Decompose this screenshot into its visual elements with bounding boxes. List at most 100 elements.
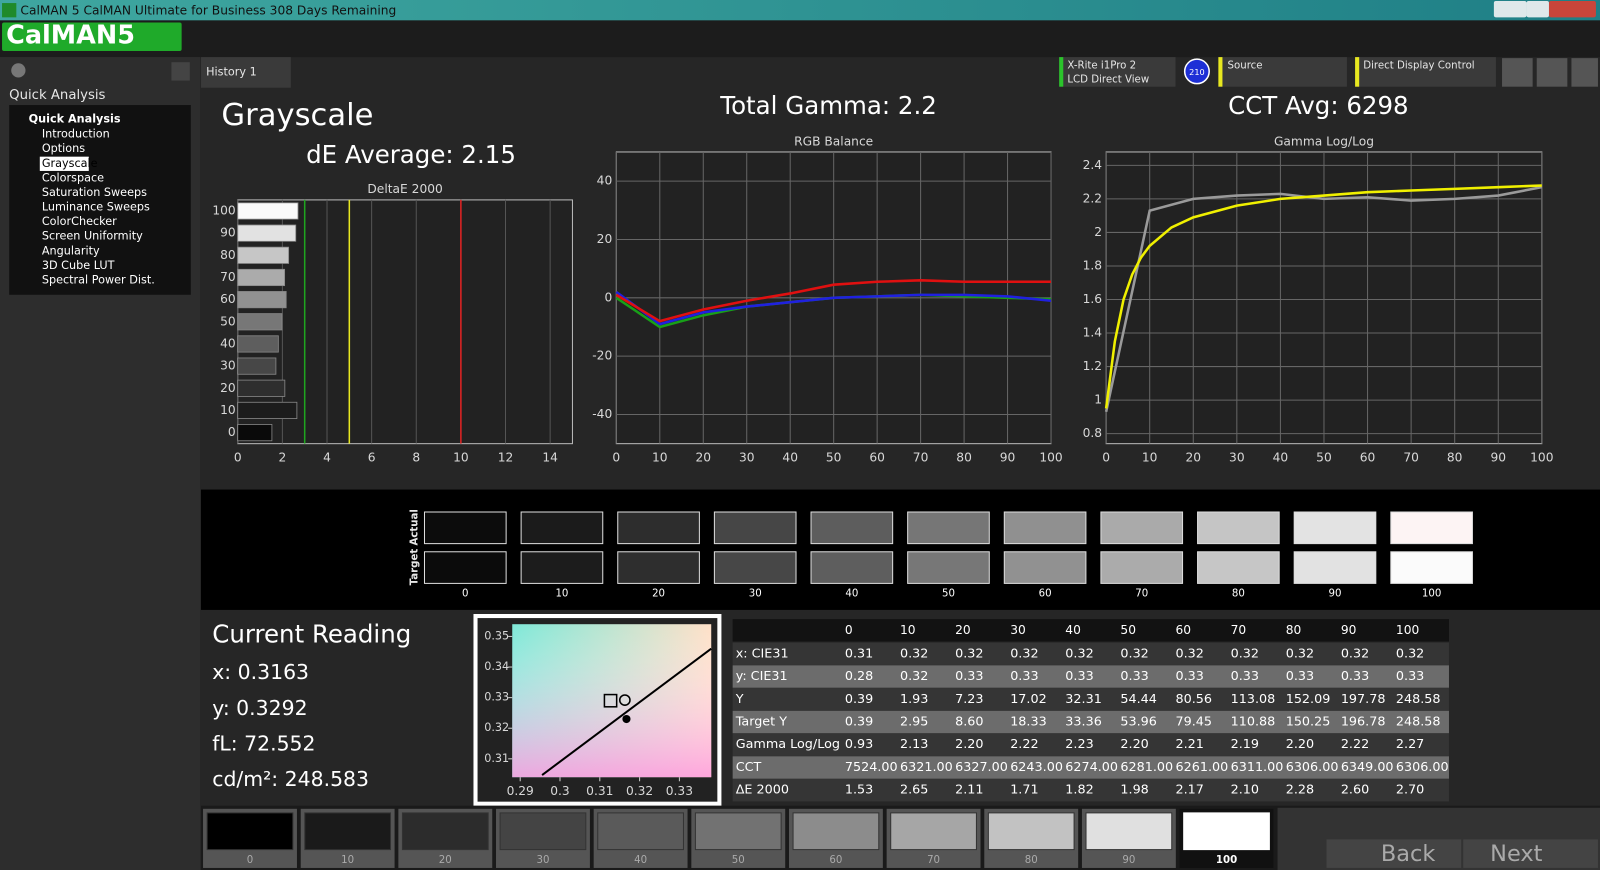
y-tick-label: 1.2 [1083, 359, 1102, 373]
table-cell: 6306.00 [1286, 760, 1339, 775]
table-cell: 53.96 [1120, 715, 1157, 730]
sidebar-item[interactable]: Introduction [42, 128, 110, 141]
y-tick-label: 80 [220, 248, 236, 262]
meter-badge[interactable] [1183, 58, 1210, 85]
target-swatch [617, 551, 700, 584]
bar [237, 335, 279, 353]
swatch-label: 100 [1422, 589, 1441, 600]
table-cell: 33.36 [1065, 715, 1102, 730]
table-cell: 0.32 [1065, 646, 1093, 661]
meter-dropdown[interactable] [1059, 57, 1176, 87]
x-tick-label: 0.31 [586, 784, 613, 798]
sidebar-item[interactable]: Colorspace [42, 171, 104, 184]
sidebar-item[interactable]: Angularity [42, 244, 100, 257]
table-cell: 2.21 [1176, 737, 1204, 752]
patch-label[interactable]: 60 [829, 855, 842, 866]
de-average: dE Average: 2.15 [306, 140, 516, 169]
y-tick-label: 0.31 [484, 752, 509, 765]
tab-label[interactable]: History 1 [206, 65, 257, 78]
patch-label[interactable]: 90 [1122, 855, 1135, 866]
x-tick-label: 10 [1142, 450, 1158, 464]
actual-swatch [520, 511, 604, 545]
target-swatch [1197, 551, 1280, 584]
reading-line: cd/m²: 248.583 [212, 767, 369, 791]
page-title: Grayscale [221, 98, 373, 133]
chart-title: Gamma Log/Log [1274, 134, 1374, 148]
minimize-button[interactable] [1493, 1, 1527, 18]
sidebar-item[interactable]: Grayscale [42, 157, 98, 170]
patch-label[interactable]: 70 [927, 855, 940, 866]
table-row [732, 710, 1449, 734]
y-tick-label: 30 [220, 359, 236, 373]
patch-label[interactable]: 80 [1025, 855, 1038, 866]
app-icon [2, 3, 17, 18]
title-bar [0, 0, 1600, 21]
x-tick-label: 40 [782, 450, 798, 464]
patch-color [597, 812, 684, 851]
table-cell: 6281.00 [1120, 760, 1173, 775]
logo[interactable] [2, 22, 182, 51]
table-column-header: 100 [1396, 623, 1419, 637]
actual-swatch [713, 511, 797, 545]
help-button[interactable] [1536, 58, 1568, 87]
sidebar-icon[interactable] [11, 63, 26, 78]
x-tick-label: 14 [542, 450, 558, 464]
target-swatch [907, 551, 990, 584]
table-cell: 0.33 [955, 669, 983, 684]
sidebar-item[interactable]: ColorChecker [42, 215, 117, 228]
next-button[interactable] [1463, 839, 1598, 868]
sidebar-item[interactable]: Screen Uniformity [42, 230, 143, 243]
back-label[interactable]: Back [1381, 841, 1435, 867]
sidebar-item[interactable]: Luminance Sweeps [42, 201, 150, 214]
patch-label[interactable]: 20 [439, 855, 452, 866]
patch-color [1183, 812, 1270, 851]
swatch-label: 30 [749, 589, 762, 600]
swatch-area [201, 489, 1600, 610]
sidebar-item[interactable]: Options [42, 142, 85, 155]
collapse-button[interactable] [171, 62, 190, 81]
sidebar-item[interactable]: Spectral Power Dist. [42, 273, 155, 286]
y-tick-label: 1.8 [1083, 258, 1102, 272]
bar [237, 202, 299, 220]
table-row [732, 756, 1449, 779]
source-dropdown[interactable] [1218, 57, 1347, 87]
sidebar-item[interactable]: Saturation Sweeps [42, 186, 147, 199]
close-button[interactable] [1548, 1, 1596, 18]
actual-swatch [1293, 511, 1377, 545]
patch-label[interactable]: 50 [732, 855, 745, 866]
actual-swatch [423, 511, 507, 545]
table-column-header: 60 [1176, 623, 1192, 637]
target-swatch [520, 551, 604, 584]
reading-line: fL: 72.552 [212, 732, 315, 756]
tab[interactable] [201, 57, 291, 88]
y-tick-label: 50 [220, 314, 236, 328]
table-cell: 1.82 [1065, 783, 1093, 798]
patch-label[interactable]: 100 [1216, 855, 1237, 866]
table-row [732, 688, 1449, 711]
next-label[interactable]: Next [1490, 841, 1542, 867]
x-tick-label: 80 [1447, 450, 1463, 464]
patch-color [987, 812, 1075, 851]
sidebar-header: Quick Analysis [9, 88, 105, 103]
patch-label[interactable]: 0 [247, 855, 253, 866]
settings-button[interactable] [1502, 58, 1533, 87]
table-cell: 2.11 [955, 783, 983, 798]
y-tick-label: 1 [1094, 393, 1102, 407]
display-dropdown[interactable] [1355, 57, 1496, 87]
back-button[interactable] [1326, 839, 1462, 868]
y-tick-label: 1.4 [1083, 326, 1103, 340]
x-tick-label: 10 [453, 450, 469, 464]
tree-group[interactable]: Quick Analysis [29, 112, 121, 125]
sidebar-item[interactable]: 3D Cube LUT [42, 259, 115, 272]
table-row [732, 733, 1449, 756]
patch-label[interactable]: 30 [536, 855, 549, 866]
selected-item [39, 156, 89, 171]
table-cell: 0.32 [1176, 646, 1204, 661]
patch-label[interactable]: 40 [634, 855, 647, 866]
y-tick-label: 0.34 [484, 660, 509, 673]
chart-title: DeltaE 2000 [367, 182, 442, 196]
patch-label[interactable]: 10 [341, 855, 354, 866]
panel-button[interactable] [1571, 58, 1598, 87]
x-tick-label: 100 [1530, 450, 1553, 464]
maximize-button[interactable] [1526, 1, 1549, 18]
